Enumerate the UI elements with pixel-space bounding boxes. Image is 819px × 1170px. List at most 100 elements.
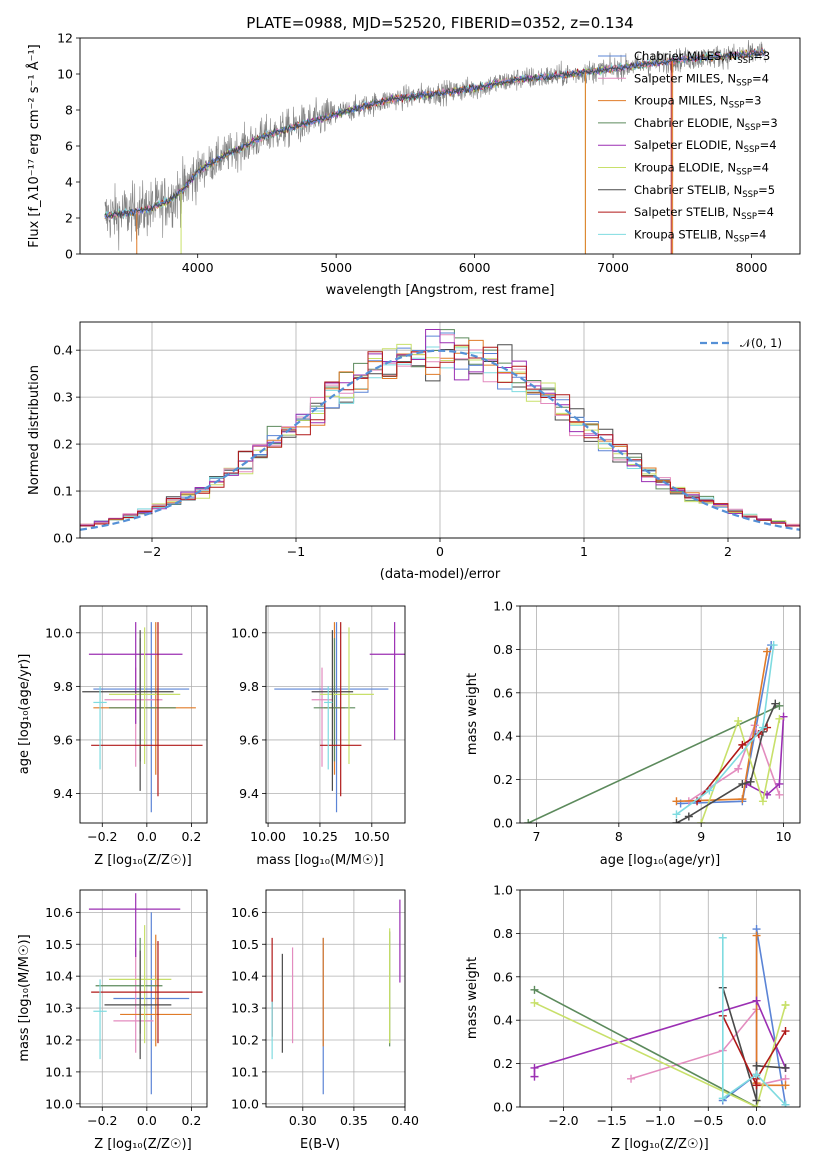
mass-vs-Z-frame	[79, 889, 208, 1108]
spectrum-model-line	[104, 49, 766, 219]
age-vs-mass-ytick-label: 9.8	[239, 679, 259, 694]
massweight-vs-age-marker	[672, 810, 681, 819]
massweight-vs-Z-marker	[718, 1094, 727, 1103]
massweight-vs-Z-ytick-label: 0.6	[493, 969, 513, 984]
residuals-normal-curve	[80, 349, 800, 531]
residuals-ytick-label: 0.2	[53, 437, 73, 452]
legend-nssp-sub: SSP	[745, 123, 761, 133]
mass-vs-Z-point-chabrier-stelib	[104, 950, 172, 1060]
massweight-vs-Z-marker	[718, 933, 727, 942]
age-vs-Z-xtick-label: −0.2	[87, 829, 117, 844]
massweight-vs-Z-xtick-label: −0.5	[693, 1113, 723, 1128]
legend-nssp-value: =4	[752, 71, 769, 85]
age-vs-Z-ytick-label: 9.8	[53, 679, 73, 694]
massweight-vs-age-ytick-label: 0.4	[493, 729, 513, 744]
massweight-vs-Z-marker	[781, 1001, 790, 1010]
legend-nssp-symbol: N	[720, 94, 729, 108]
mass-vs-Z-point-kroupa-stelib	[93, 979, 107, 1060]
spectrum-ytick-label: 4	[65, 175, 73, 190]
age-vs-mass-point-kroupa-elodie	[319, 627, 374, 765]
mass-vs-Z-ytick-label: 10.1	[45, 1064, 73, 1079]
massweight-vs-Z-xtick-label: 0.0	[747, 1113, 767, 1128]
spectrum-ytick-label: 12	[57, 31, 73, 46]
legend-label: Kroupa MILES,	[634, 94, 720, 108]
massweight-vs-Z-xlabel: Z [log₁₀(Z/Z☉)]	[611, 1137, 708, 1152]
massweight-vs-age-series-salpeter-elodie	[742, 712, 788, 799]
age-vs-Z-xtick-label: 0.2	[181, 829, 201, 844]
residuals-ytick-label: 0.4	[53, 343, 73, 358]
mass-vs-Z-panel: Z [log₁₀(Z/Z☉)] mass [log₁₀(M/M☉)] −0.2 0…	[17, 889, 208, 1152]
age-vs-Z-point-salpeter-miles	[104, 667, 163, 767]
mass-vs-EBV-axes: 0.30 0.35 0.40 10.0 10.1 10.2 10.3 10.4 10.5 10.6	[231, 890, 419, 1128]
mass-vs-Z-point-kroupa-miles	[120, 934, 192, 1047]
spectrum-ylabel: Flux [f_λ10⁻¹⁷ erg cm⁻² s⁻¹ Å⁻¹]	[26, 44, 42, 248]
spectrum-ytick-label: 0	[65, 247, 73, 262]
massweight-vs-age-panel: age [log₁₀(age/yr)] mass weight 7 8 9 10 0.0…	[465, 599, 801, 868]
age-vs-Z-xlabel: Z [log₁₀(Z/Z☉)]	[94, 853, 191, 868]
age-vs-mass-point-kroupa-stelib	[324, 686, 333, 770]
massweight-vs-Z-axes: −2.0 −1.5 −1.0 −0.5 0.0 0.0 0.2 0.4 0.6 0.8 1.0	[493, 883, 800, 1128]
massweight-vs-age-marker	[672, 797, 681, 806]
legend-nssp-sub: SSP	[744, 145, 760, 155]
age-vs-Z-plot-area	[82, 622, 203, 813]
legend-nssp-value: =4	[757, 205, 774, 219]
age-vs-mass-ytick-label: 10.0	[231, 625, 259, 640]
legend-nssp-sub: SSP	[742, 190, 758, 200]
age-vs-mass-ytick-label: 9.6	[239, 732, 259, 747]
legend-nssp-symbol: N	[732, 205, 741, 219]
massweight-vs-Z-line	[534, 989, 757, 1107]
legend-nssp-sub: SSP	[736, 78, 752, 88]
age-vs-Z-point-kroupa-stelib	[93, 686, 107, 770]
legend-label: Salpeter MILES,	[634, 71, 727, 85]
legend-nssp-sub: SSP	[734, 234, 750, 244]
massweight-vs-Z-marker	[781, 1027, 790, 1036]
massweight-vs-age-marker	[738, 795, 747, 804]
spectrum-xtick-label: 7000	[597, 260, 629, 275]
mass-vs-Z-point-salpeter-miles	[113, 947, 154, 1053]
massweight-vs-age-series-chabrier-elodie	[524, 701, 784, 823]
massweight-vs-Z-line	[534, 1002, 787, 1107]
mass-vs-Z-plot-area	[88, 893, 203, 1095]
massweight-vs-Z-line	[533, 999, 787, 1077]
spectrum-title: PLATE=0988, MJD=52520, FIBERID=0352, z=0…	[246, 14, 633, 32]
massweight-vs-age-marker	[697, 819, 706, 823]
massweight-vs-Z-marker	[752, 1070, 761, 1079]
legend-nssp-symbol: N	[727, 71, 736, 85]
massweight-vs-age-xtick-label: 8	[615, 829, 623, 844]
mass-vs-Z-point-salpeter-elodie	[88, 893, 181, 958]
mass-vs-EBV-ytick-label: 10.3	[231, 1001, 259, 1016]
spectrum-frame	[79, 37, 801, 255]
age-vs-mass-panel: mass [log₁₀(M/M☉)] 10.00 10.25 10.50 9.4 9.6…	[231, 605, 406, 868]
age-vs-mass-ytick-label: 9.4	[239, 786, 259, 801]
massweight-vs-age-line	[676, 644, 775, 815]
age-vs-mass-xtick-label: 10.25	[302, 829, 338, 844]
age-vs-Z-point-salpeter-stelib	[91, 622, 203, 797]
age-vs-mass-point-chabrier-miles	[274, 622, 389, 813]
massweight-vs-age-marker	[672, 819, 681, 823]
massweight-vs-age-marker	[775, 779, 784, 788]
massweight-vs-age-marker	[734, 764, 743, 773]
residuals-plot-area	[80, 329, 800, 531]
legend-label: Chabrier STELIB,	[634, 183, 734, 197]
spectrum-xtick-label: 6000	[459, 260, 491, 275]
residuals-xtick-label: 1	[580, 544, 588, 559]
legend-nssp-symbol: N	[729, 49, 738, 63]
mass-vs-Z-point-chabrier-elodie	[95, 937, 163, 1034]
age-vs-mass-point-salpeter-miles	[311, 667, 333, 767]
massweight-vs-age-ytick-label: 0.8	[493, 642, 513, 657]
massweight-vs-Z-marker	[530, 1072, 539, 1081]
residuals-axes: −2 −1 0 1 2 0.0 0.1 0.2 0.3 0.4	[53, 322, 800, 559]
massweight-vs-age-ytick-label: 1.0	[493, 599, 513, 614]
age-vs-Z-ytick-label: 9.6	[53, 732, 73, 747]
mass-vs-EBV-xtick-label: 0.30	[289, 1113, 317, 1128]
residuals-ytick-label: 0.1	[53, 484, 73, 499]
age-vs-Z-point-chabrier-miles	[93, 622, 190, 813]
massweight-vs-Z-marker	[752, 1061, 761, 1070]
mass-vs-EBV-ytick-label: 10.2	[231, 1032, 259, 1047]
spectrum-ytick-label: 10	[57, 67, 73, 82]
age-vs-mass-point-chabrier-stelib	[311, 630, 354, 791]
spectrum-panel: PLATE=0988, MJD=52520, FIBERID=0352, z=0…	[26, 14, 801, 298]
massweight-vs-age-xtick-label: 9	[697, 829, 705, 844]
